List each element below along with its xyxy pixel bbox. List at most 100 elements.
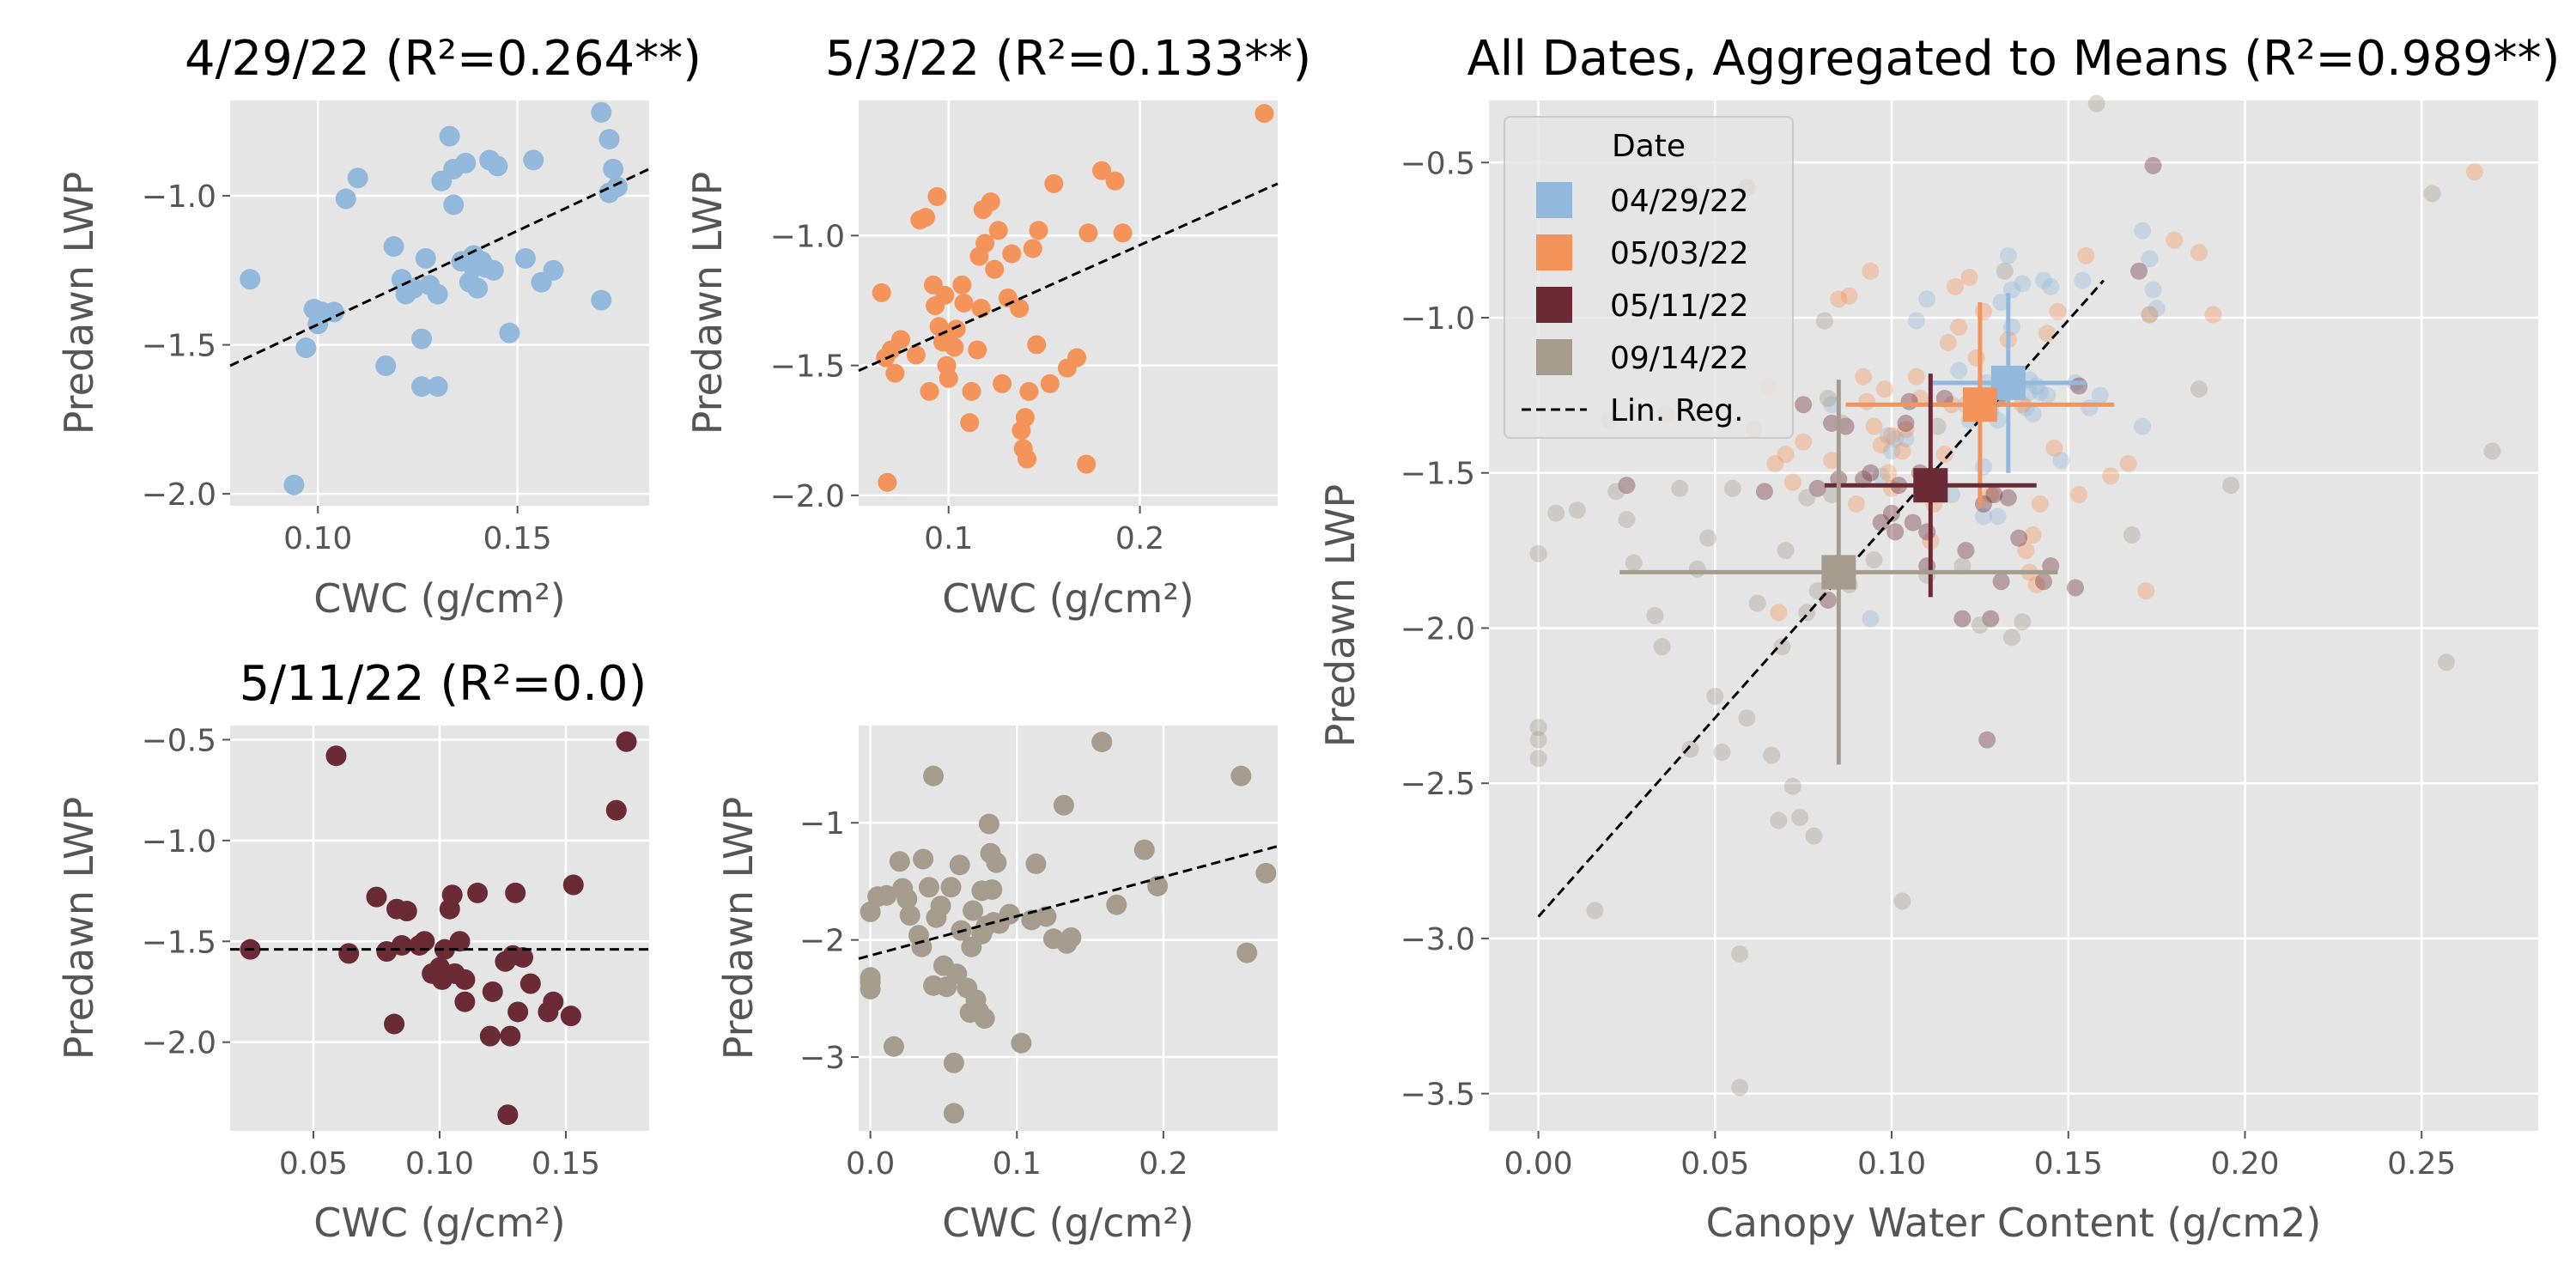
data-point: [411, 376, 433, 398]
data-point: [913, 848, 934, 870]
regression-line: [229, 167, 650, 368]
data-point: [1230, 765, 1252, 787]
data-point: [911, 936, 933, 957]
faded-data-point: [2423, 185, 2441, 203]
data-point: [960, 413, 980, 433]
data-point: [915, 208, 935, 228]
faded-data-point: [2002, 629, 2020, 647]
data-point: [978, 813, 999, 835]
data-point: [943, 1103, 964, 1124]
faded-data-point: [1950, 361, 1968, 380]
data-point: [962, 381, 981, 401]
data-point: [347, 167, 368, 189]
faded-data-point: [2010, 529, 2028, 547]
x-tick-label: 0.2: [1139, 1146, 1188, 1182]
faded-data-point: [2465, 163, 2483, 181]
data-point: [439, 125, 460, 147]
data-point: [975, 234, 995, 253]
faded-data-point: [2204, 306, 2222, 324]
faded-data-point: [1862, 610, 1880, 628]
faded-data-point: [1967, 349, 1985, 367]
faded-data-point: [2014, 613, 2032, 631]
faded-data-point: [1731, 945, 1749, 963]
data-point: [240, 269, 261, 290]
faded-data-point: [1847, 495, 1865, 513]
faded-data-point: [2123, 526, 2141, 544]
data-point: [878, 472, 897, 492]
mean-marker: [1962, 387, 1997, 422]
faded-data-point: [2024, 526, 2042, 544]
faded-data-point: [1855, 368, 1873, 386]
faded-data-point: [2141, 306, 2159, 324]
y-tick-label: −3.5: [1400, 1078, 1475, 1113]
data-point: [1018, 449, 1037, 469]
faded-data-point: [1770, 604, 1788, 622]
faded-data-point: [1755, 483, 1773, 501]
faded-data-point: [1879, 464, 1897, 482]
x-tick-label: 0.10: [283, 521, 352, 556]
data-point: [1023, 239, 1042, 258]
faded-data-point: [1975, 458, 1993, 476]
faded-data-point: [2074, 271, 2092, 289]
x-tick-label: 0.2: [1115, 521, 1164, 556]
faded-data-point: [2134, 222, 2152, 240]
data-point: [1027, 335, 1047, 355]
legend-box: [1504, 116, 1794, 439]
faded-data-point: [2483, 442, 2501, 460]
data-point: [591, 289, 612, 311]
faded-data-point: [1699, 529, 1717, 547]
faded-data-point: [1777, 446, 1795, 464]
y-tick-label: −1.0: [142, 179, 216, 215]
data-point: [889, 851, 910, 872]
y-tick-label: −2.0: [142, 1026, 216, 1061]
data-point: [935, 285, 955, 305]
data-point: [1019, 381, 1039, 401]
data-point: [384, 1013, 405, 1035]
x-tick-label: 0.10: [1857, 1146, 1926, 1182]
y-tick-label: −3: [799, 1041, 845, 1076]
y-tick-label: −1.0: [770, 219, 845, 254]
mean-marker: [1821, 555, 1856, 590]
faded-data-point: [1823, 486, 1841, 504]
faded-data-point: [1953, 610, 1971, 628]
faded-data-point: [2077, 246, 2095, 264]
x-tick-label: 0.15: [2034, 1146, 2103, 1182]
faded-data-point: [2134, 417, 2152, 435]
data-point: [986, 852, 1007, 873]
data-point: [1106, 894, 1127, 915]
data-point: [383, 236, 404, 258]
faded-data-point: [1671, 479, 1689, 497]
data-point: [375, 355, 397, 376]
chart-title: 5/11/22 (R²=0.0): [240, 656, 647, 712]
faded-data-point: [2067, 579, 2085, 597]
faded-data-point: [1897, 421, 1915, 439]
faded-data-point: [1777, 542, 1795, 560]
data-point: [514, 247, 536, 269]
data-point: [366, 886, 387, 908]
data-point: [985, 259, 1005, 279]
faded-data-point: [2190, 244, 2208, 262]
data-point: [1077, 454, 1097, 474]
faded-data-point: [2017, 542, 2035, 560]
data-point: [523, 149, 544, 171]
x-axis-label: CWC (g/cm²): [942, 575, 1194, 622]
faded-data-point: [1529, 731, 1547, 749]
legend-label: 09/14/22: [1610, 341, 1749, 376]
faded-data-point: [1529, 544, 1547, 562]
faded-data-point: [2052, 452, 2070, 470]
panel-5-11-22: 0.05 0.10 0.15 −2.0 −1.5 −1.0 −0.5 5/11/22 (R²=…: [56, 656, 649, 1246]
data-point: [443, 194, 465, 216]
faded-data-point: [1982, 486, 2000, 504]
faded-data-point: [2091, 386, 2109, 404]
faded-data-point: [1886, 429, 1905, 447]
data-point: [507, 1001, 529, 1023]
faded-data-point: [2038, 386, 2057, 404]
faded-data-point: [1798, 489, 1816, 507]
data-point: [483, 259, 504, 281]
faded-data-point: [2438, 653, 2456, 671]
faded-data-point: [2024, 405, 2042, 423]
faded-data-point: [1999, 489, 2017, 507]
data-point: [920, 381, 939, 401]
faded-data-point: [1862, 464, 1880, 482]
